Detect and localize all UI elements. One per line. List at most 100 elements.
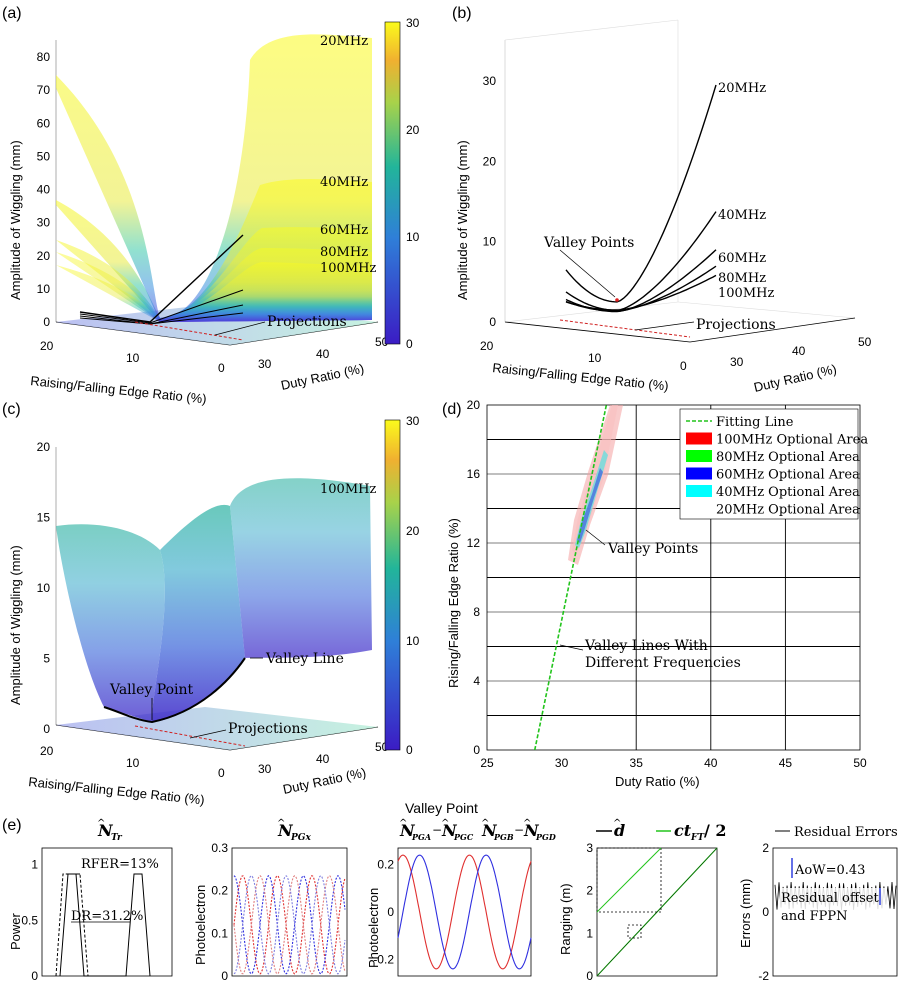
x-axis-label-c: Raising/Falling Edge Ratio (%) xyxy=(28,774,206,807)
ticks-e5: -2 0 2 xyxy=(758,841,769,982)
annotation-aow-e5: AoW=0.43 xyxy=(794,863,865,878)
ticks-e3: -0.2 0 0.2 xyxy=(373,858,394,967)
colorbar-a-tick-10: 10 xyxy=(406,230,420,244)
y-axis-label-b: Duty Ratio (%) xyxy=(752,361,838,395)
y-tick-d-4: 4 xyxy=(473,674,480,688)
z-tick-b-30: 30 xyxy=(483,74,497,88)
x-tick-c-0: 0 xyxy=(218,766,225,780)
series-label-40mhz-a: 40MHz xyxy=(320,175,368,190)
valley-line-20mhz xyxy=(79,234,244,323)
z-tick-a-0: 0 xyxy=(43,315,50,329)
colorbar-c xyxy=(384,419,401,751)
trace-e5-errors xyxy=(774,881,897,911)
annotation-projections-a: Projections xyxy=(267,314,347,330)
z-tick-a-60: 60 xyxy=(37,116,51,130)
z-tick-a-50: 50 xyxy=(37,149,51,163)
x-tick-d-50: 50 xyxy=(853,756,867,770)
valley-lines-arrow-d xyxy=(559,644,584,651)
z-tick-c-15: 15 xyxy=(37,511,51,525)
z-tick-c-5: 5 xyxy=(43,652,50,666)
series-label-40mhz-b: 40MHz xyxy=(718,208,766,223)
legend-e5: Residual Errors xyxy=(794,825,898,840)
title-e3-sub2: PGC xyxy=(453,832,474,842)
projection-floor-c xyxy=(56,707,378,750)
legend-e4-ct-div: / 2 xyxy=(704,821,727,840)
y-axis-b xyxy=(689,317,856,343)
title-e1-symbol: N xyxy=(97,821,114,840)
y-axis-label-d: Rising/Falling Edge Ratio (%) xyxy=(446,518,461,688)
y-tick-e5--2: -2 xyxy=(758,969,769,982)
panel-c: Valley Line Valley Point Projections 100… xyxy=(8,414,420,807)
x-tick-a-20: 20 xyxy=(40,339,54,353)
trace-e2-B xyxy=(233,874,346,975)
y-tick-e2-0: 0 xyxy=(221,969,228,982)
trace-e3-A-C xyxy=(397,854,532,970)
series-label-20mhz-a: 20MHz xyxy=(320,34,368,49)
ticks-e2: 0 0.1 0.2 0.3 xyxy=(211,841,228,982)
z-tick-c-20: 20 xyxy=(37,440,51,454)
y-tick-d-0: 0 xyxy=(473,743,480,757)
series-label-100mhz-c: 100MHz xyxy=(320,482,376,497)
y-tick-b-40: 40 xyxy=(792,344,806,358)
projections-arrow-c xyxy=(189,729,227,739)
z-tick-a-30: 30 xyxy=(37,216,51,230)
title-e3-n3: N xyxy=(481,821,498,840)
zoom-box-e4 xyxy=(627,924,642,939)
y-tick-d-8: 8 xyxy=(473,605,480,619)
z-tick-c-10: 10 xyxy=(37,581,51,595)
plot-frame-e2 xyxy=(231,847,348,977)
y-tick-e2-0.2: 0.2 xyxy=(211,884,228,898)
panel-label-d: (d) xyxy=(442,401,462,418)
z-axis-label-b: Amplitude of Wiggling (mm) xyxy=(455,140,470,300)
annotation-dr-e1: DR=31.2% xyxy=(71,909,143,924)
legend-d-label-4: 40MHz Optional Area xyxy=(716,485,860,500)
y-tick-e4-2: 2 xyxy=(586,884,593,898)
title-e3-minus2: − xyxy=(514,823,524,837)
y-axis-label-e1: Power xyxy=(8,912,23,950)
trace-e3-B-D xyxy=(397,854,532,970)
y-tick-b-30: 30 xyxy=(730,355,744,369)
legend-e4-d: d xyxy=(614,821,625,840)
y-tick-e5-2: 2 xyxy=(762,841,769,855)
legend-e4-ct-sub: FT xyxy=(690,833,705,843)
valley-line-c xyxy=(103,657,246,724)
y-tick-c-30: 30 xyxy=(258,762,272,776)
y-axis-label-a: Duty Ratio (%) xyxy=(280,361,366,393)
title-e2-symbol: N xyxy=(277,821,294,840)
title-e3-n2: N xyxy=(441,821,458,840)
legend-d-label-3: 60MHz Optional Area xyxy=(716,468,860,483)
title-e3-hat2: ^ xyxy=(441,818,449,829)
y-tick-b-50: 50 xyxy=(858,335,872,349)
surface-c-left xyxy=(56,524,165,722)
y-tick-d-16: 16 xyxy=(467,467,481,481)
panel-e2: N ^ PGx 0 0.1 0.2 0.3 Photoelectron xyxy=(193,818,348,982)
x-tick-d-30: 30 xyxy=(555,756,569,770)
annotation-valley-lines-1-d: Valley Lines With xyxy=(584,638,708,654)
colorbar-a xyxy=(384,21,401,345)
projection-line-a xyxy=(134,321,244,341)
legend-d-label-2: 80MHz Optional Area xyxy=(716,450,860,465)
title-e3-n4: N xyxy=(523,821,540,840)
x-tick-d-25: 25 xyxy=(480,756,494,770)
z-tick-b-20: 20 xyxy=(483,154,497,168)
ticks-d: 25 30 35 40 45 50 0 4 8 12 16 20 xyxy=(467,398,867,770)
title-e3-n1: N xyxy=(399,821,416,840)
title-e3-hat4: ^ xyxy=(523,818,531,829)
x-axis-label-b: Raising/Falling Edge Ratio (%) xyxy=(492,360,670,393)
trace-e2-A xyxy=(233,874,346,975)
legend-d-swatch-3 xyxy=(686,467,712,480)
y-axis-label-e2: Photoelectron xyxy=(193,885,208,965)
y-axis-label-e4: Ranging (m) xyxy=(558,883,573,955)
z-axis-label-c: Amplitude of Wiggling (mm) xyxy=(8,545,23,705)
z-tick-a-80: 80 xyxy=(37,50,51,64)
series-label-60mhz-b: 60MHz xyxy=(718,251,766,266)
surface-c-right xyxy=(230,478,372,658)
x-tick-b-20: 20 xyxy=(480,339,494,353)
y-tick-d-20: 20 xyxy=(467,398,481,412)
annotation-valley-points-b: Valley Points xyxy=(543,235,634,251)
projection-line-c xyxy=(134,725,246,747)
valley-line-40mhz xyxy=(79,289,244,324)
x-tick-b-0: 0 xyxy=(680,359,687,373)
series-label-80mhz-a: 80MHz xyxy=(320,245,368,260)
